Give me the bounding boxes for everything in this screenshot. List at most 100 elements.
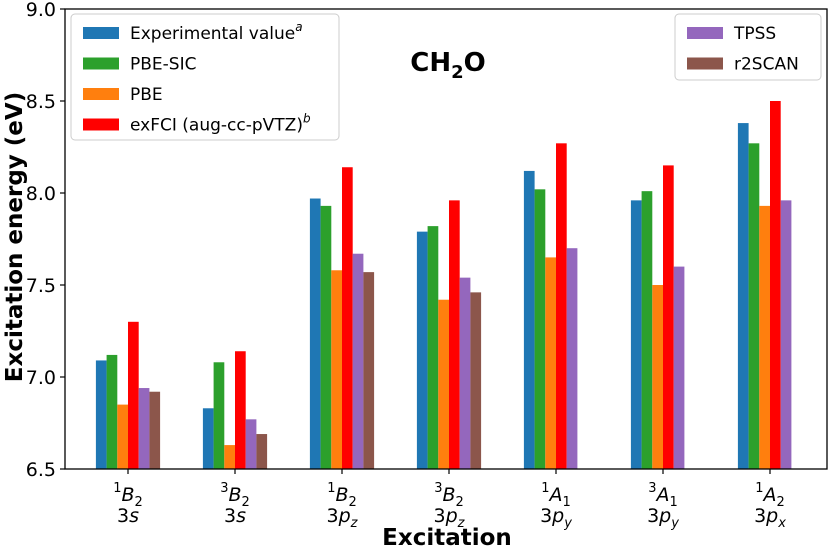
x-tick-label-orbital: 3pz bbox=[434, 505, 466, 531]
orbital-subscript: y bbox=[670, 516, 679, 531]
x-tick-label-state: 1A2 bbox=[755, 481, 785, 510]
legend-frame bbox=[70, 13, 340, 141]
legend-label: Experimental valuea bbox=[130, 20, 303, 44]
y-axis-title: Excitation energy (eV) bbox=[2, 92, 28, 382]
bar-exfci-aug-cc-pvtz--0 bbox=[128, 321, 139, 469]
bar-tpss-0 bbox=[138, 388, 150, 469]
bar-pbe-sic-3 bbox=[427, 226, 439, 469]
state-symmetry: A bbox=[548, 484, 563, 506]
bar-tpss-2 bbox=[352, 253, 364, 469]
x-axis-title: Excitation bbox=[382, 525, 512, 551]
state-multiplicity: 3 bbox=[434, 481, 442, 496]
x-tick-label-state: 1B2 bbox=[327, 481, 357, 510]
y-tick-label: 8.0 bbox=[26, 183, 56, 205]
orbital-subscript: y bbox=[563, 516, 572, 531]
x-tick-label-state: 3B2 bbox=[434, 481, 464, 510]
y-tick-label: 7.0 bbox=[26, 367, 56, 389]
x-tick-label-state: 1A1 bbox=[541, 481, 571, 510]
orbital-letter: p bbox=[658, 505, 671, 527]
state-symmetry: B bbox=[442, 484, 455, 506]
bar-experimental-value-0 bbox=[95, 360, 107, 469]
y-tick-label: 6.5 bbox=[26, 459, 56, 481]
legend-swatch bbox=[83, 118, 119, 131]
legend-label: TPSS bbox=[733, 24, 776, 44]
bar-tpss-3 bbox=[459, 277, 471, 469]
bar-exfci-aug-cc-pvtz--1 bbox=[235, 351, 246, 469]
bar-tpss-5 bbox=[673, 266, 685, 469]
x-tick-label-state: 3B2 bbox=[220, 481, 250, 510]
bar-exfci-aug-cc-pvtz--4 bbox=[556, 143, 567, 469]
legend-swatch bbox=[83, 88, 119, 100]
orbital-number: 3 bbox=[327, 505, 339, 527]
orbital-letter: s bbox=[129, 505, 139, 527]
y-tick-label: 7.5 bbox=[26, 275, 56, 297]
bar-experimental-value-4 bbox=[523, 170, 535, 470]
legend-right: TPSS r2SCAN bbox=[674, 13, 822, 81]
bar-experimental-value-2 bbox=[309, 198, 321, 469]
state-subscript: 1 bbox=[670, 495, 678, 510]
bar-pbe-sic-6 bbox=[748, 143, 760, 469]
bar-experimental-value-1 bbox=[202, 408, 214, 469]
orbital-letter: p bbox=[551, 505, 564, 527]
bar-pbe-0 bbox=[117, 404, 128, 469]
orbital-subscript: z bbox=[457, 516, 466, 531]
x-tick-label-state: 3A1 bbox=[648, 481, 678, 510]
x-tick-label-state: 1B2 bbox=[113, 481, 143, 510]
state-symmetry: A bbox=[762, 484, 777, 506]
bar-experimental-value-5 bbox=[630, 200, 642, 470]
legend-label: PBE-SIC bbox=[130, 55, 196, 75]
bars-layer bbox=[95, 101, 792, 470]
x-tick-label-orbital: 3pz bbox=[327, 505, 359, 531]
state-multiplicity: 3 bbox=[648, 481, 656, 496]
bar-r2scan-3 bbox=[470, 292, 482, 469]
bar-exfci-aug-cc-pvtz--2 bbox=[342, 167, 353, 470]
state-subscript: 1 bbox=[563, 495, 571, 510]
bar-pbe-5 bbox=[652, 285, 663, 469]
bar-pbe-sic-2 bbox=[320, 205, 332, 469]
orbital-letter: p bbox=[338, 505, 351, 527]
chart-title-main: CH bbox=[410, 48, 451, 78]
x-tick-label-orbital: 3s bbox=[117, 505, 139, 527]
state-multiplicity: 1 bbox=[113, 481, 121, 496]
legend-swatch bbox=[83, 27, 119, 39]
x-tick-label-orbital: 3py bbox=[540, 505, 572, 531]
bar-experimental-value-3 bbox=[416, 231, 428, 469]
state-multiplicity: 1 bbox=[541, 481, 549, 496]
orbital-subscript: z bbox=[350, 516, 359, 531]
legend-swatch bbox=[687, 27, 723, 39]
orbital-number: 3 bbox=[540, 505, 552, 527]
bar-pbe-sic-4 bbox=[534, 189, 546, 469]
state-symmetry: B bbox=[335, 484, 348, 506]
bar-experimental-value-6 bbox=[737, 123, 749, 469]
legend-swatch bbox=[83, 57, 119, 70]
chart-title-tail: O bbox=[464, 48, 486, 78]
state-subscript: 2 bbox=[349, 495, 357, 510]
y-tick-label: 8.5 bbox=[26, 91, 56, 113]
bar-pbe-2 bbox=[331, 270, 342, 469]
bar-tpss-6 bbox=[780, 200, 792, 470]
state-symmetry: B bbox=[228, 484, 241, 506]
orbital-letter: p bbox=[765, 505, 778, 527]
bar-pbe-sic-5 bbox=[641, 191, 653, 469]
state-multiplicity: 1 bbox=[327, 481, 335, 496]
chart-title-sub: 2 bbox=[451, 62, 464, 83]
bar-exfci-aug-cc-pvtz--3 bbox=[449, 200, 460, 470]
bar-tpss-1 bbox=[245, 419, 257, 469]
orbital-letter: p bbox=[445, 505, 458, 527]
state-subscript: 2 bbox=[242, 495, 250, 510]
bar-exfci-aug-cc-pvtz--6 bbox=[770, 101, 781, 469]
bar-r2scan-1 bbox=[256, 434, 268, 469]
bar-r2scan-0 bbox=[149, 391, 161, 469]
bar-pbe-3 bbox=[438, 299, 449, 469]
state-subscript: 2 bbox=[456, 495, 464, 510]
state-subscript: 2 bbox=[777, 495, 785, 510]
y-axis: 6.5 7.0 7.5 8.0 8.5 9.0 bbox=[26, 0, 65, 481]
plot-frame bbox=[64, 8, 828, 470]
legend-left: Experimental valuea PBE-SIC PBE exFCI (aug-… bbox=[70, 13, 340, 141]
x-tick-label-orbital: 3px bbox=[754, 505, 786, 531]
bar-exfci-aug-cc-pvtz--5 bbox=[663, 165, 674, 469]
x-tick-label-orbital: 3s bbox=[224, 505, 246, 527]
legend-label: PBE bbox=[130, 85, 163, 105]
